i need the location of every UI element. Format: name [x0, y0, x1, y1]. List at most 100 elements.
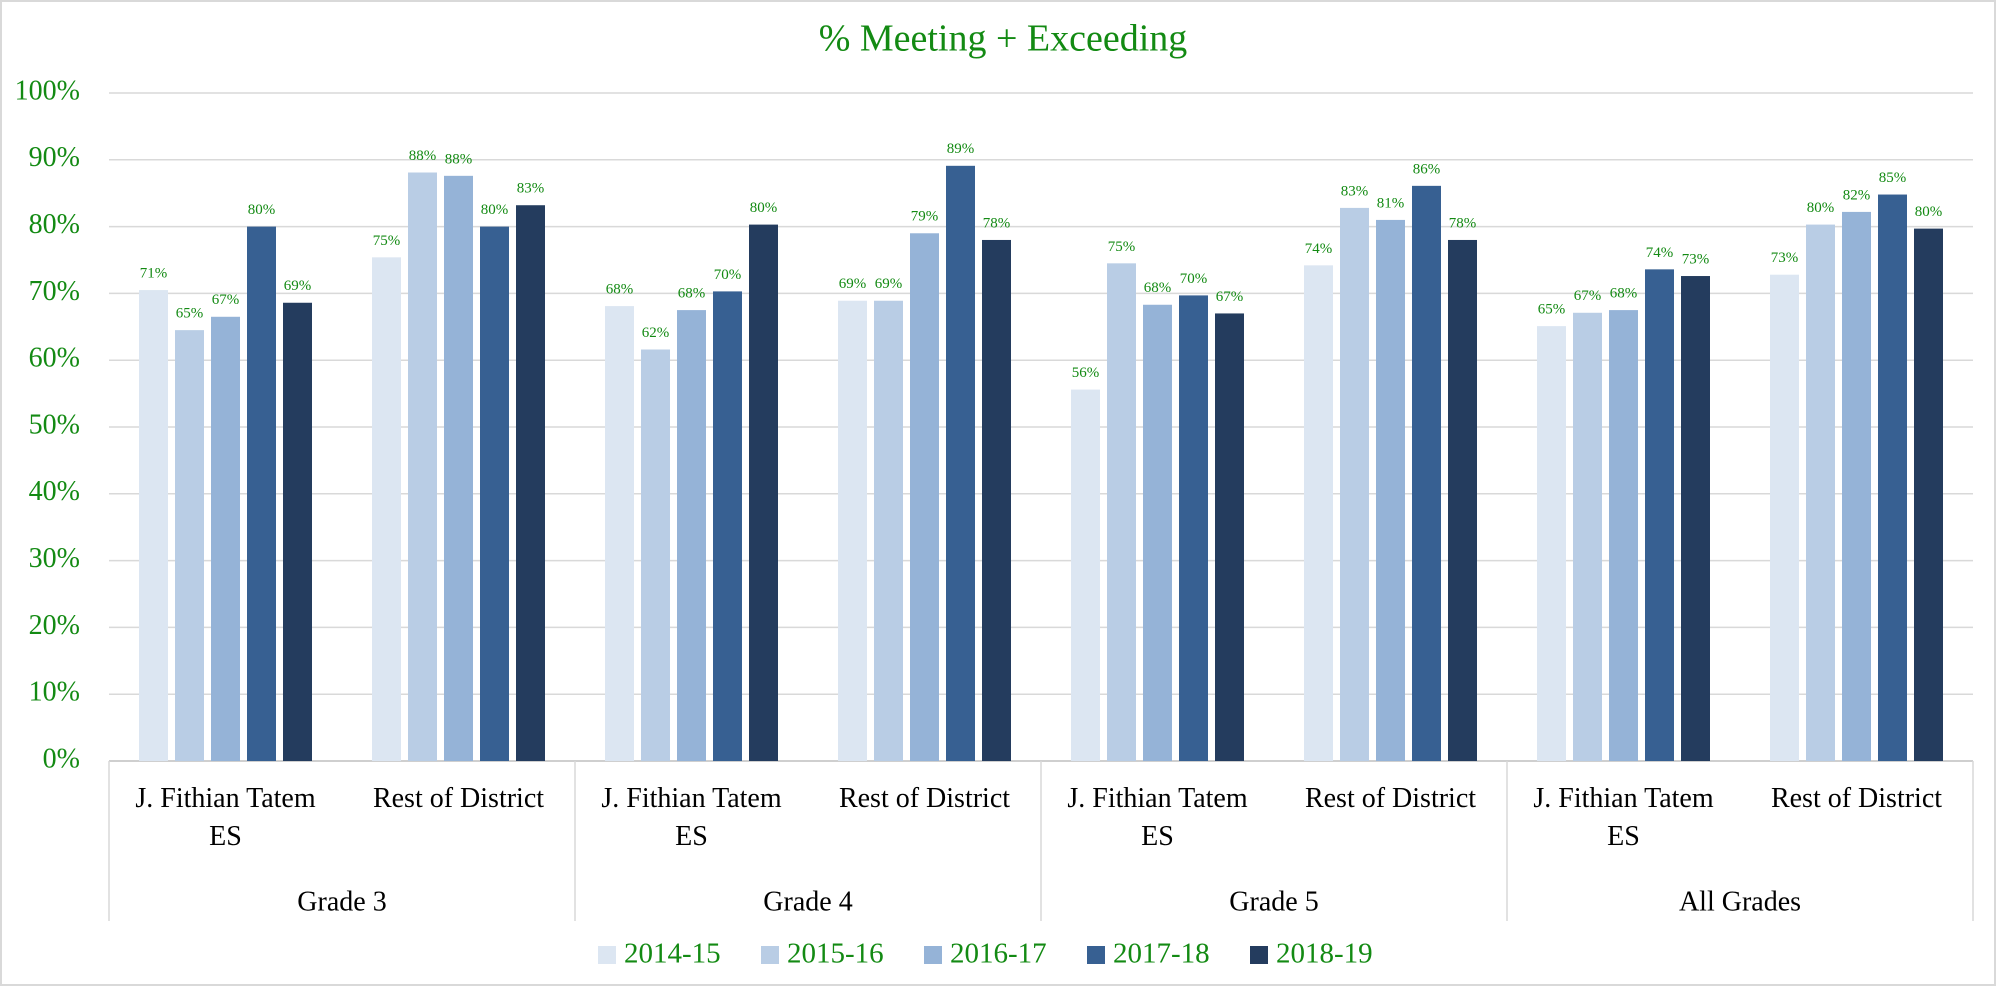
bar: [1842, 211, 1871, 762]
data-label: 80%: [1807, 200, 1835, 216]
data-label: 68%: [1610, 286, 1638, 302]
data-label: 81%: [1377, 195, 1405, 211]
y-tick-label: 50%: [29, 409, 80, 440]
legend-label: 2015-16: [787, 938, 884, 970]
bar: [838, 300, 867, 761]
data-label: 68%: [606, 282, 634, 298]
x-tick-label: J. Fithian Tatem ES: [1533, 783, 1714, 852]
data-label: 78%: [983, 215, 1011, 231]
x-tick-label: Rest of District: [1304, 783, 1477, 814]
legend-label: 2018-19: [1276, 938, 1373, 970]
data-label: 73%: [1682, 251, 1710, 267]
data-label: 82%: [1843, 187, 1871, 203]
data-label: 67%: [1574, 288, 1602, 304]
bar: [1340, 207, 1369, 761]
data-label: 85%: [1879, 170, 1907, 186]
bar: [516, 205, 545, 761]
bar: [749, 224, 778, 761]
bar: [946, 165, 975, 761]
group-label: Grade 5: [1229, 886, 1318, 917]
data-label: 83%: [1341, 183, 1369, 199]
x-tick-label: J. Fithian Tatem ES: [1067, 783, 1248, 852]
data-label: 71%: [140, 265, 168, 281]
y-tick-label: 20%: [29, 610, 80, 641]
legend-label: 2017-18: [1113, 938, 1210, 970]
bar: [372, 257, 401, 761]
data-label: 80%: [750, 200, 778, 216]
legend-swatch: [598, 946, 616, 964]
data-label: 74%: [1305, 241, 1333, 257]
x-tick-label: Rest of District: [838, 783, 1011, 814]
bar: [1412, 185, 1441, 762]
data-label: 56%: [1072, 365, 1100, 381]
group-label: All Grades: [1679, 886, 1801, 917]
legend-swatch: [1087, 946, 1105, 964]
bar: [1215, 313, 1244, 761]
y-tick-label: 0%: [43, 743, 80, 774]
data-label: 74%: [1646, 245, 1674, 261]
bar: [677, 310, 706, 761]
y-tick-label: 80%: [29, 209, 80, 240]
bar: [408, 172, 437, 761]
data-label: 69%: [839, 276, 867, 292]
bar: [1573, 312, 1602, 761]
legend-swatch: [924, 946, 942, 964]
bar: [283, 302, 312, 761]
data-label: 88%: [409, 148, 437, 164]
data-label: 69%: [875, 276, 903, 292]
data-label: 68%: [678, 286, 706, 302]
bar: [1806, 224, 1835, 761]
bar: [480, 226, 509, 762]
bar: [1537, 326, 1566, 761]
y-tick-label: 40%: [29, 476, 80, 507]
bar: [874, 300, 903, 761]
x-tick-label: J. Fithian Tatem ES: [135, 783, 316, 852]
y-tick-label: 90%: [29, 142, 80, 173]
bar: [605, 306, 634, 761]
chart-title: % Meeting + Exceeding: [819, 18, 1188, 60]
legend-label: 2016-17: [950, 938, 1047, 970]
bar: [444, 175, 473, 761]
legend-swatch: [1250, 946, 1268, 964]
bar: [1448, 239, 1477, 761]
y-tick-label: 10%: [29, 677, 80, 708]
legend-swatch: [761, 946, 779, 964]
x-tick-label: J. Fithian Tatem ES: [601, 783, 782, 852]
y-tick-label: 70%: [29, 276, 80, 307]
data-label: 89%: [947, 141, 975, 157]
data-label: 70%: [1180, 271, 1208, 287]
data-label: 65%: [176, 306, 204, 322]
y-tick-label: 100%: [15, 75, 80, 106]
y-tick-label: 30%: [29, 543, 80, 574]
x-tick-label: Rest of District: [1770, 783, 1943, 814]
group-label: Grade 3: [297, 886, 386, 917]
bar: [139, 290, 168, 761]
data-label: 80%: [248, 202, 276, 218]
data-label: 70%: [714, 267, 742, 283]
legend-label: 2014-15: [624, 938, 721, 970]
bar: [1681, 276, 1710, 761]
data-label: 80%: [1915, 204, 1943, 220]
data-label: 73%: [1771, 250, 1799, 266]
data-label: 83%: [517, 181, 545, 197]
bar: [211, 316, 240, 761]
data-label: 69%: [284, 278, 312, 294]
bar: [910, 233, 939, 761]
data-label: 65%: [1538, 302, 1566, 318]
bar: [1376, 219, 1405, 762]
data-label: 80%: [481, 202, 509, 218]
bar: [1609, 310, 1638, 761]
group-label: Grade 4: [763, 886, 852, 917]
bar: [1645, 269, 1674, 761]
data-label: 67%: [212, 292, 240, 308]
data-label: 67%: [1216, 289, 1244, 305]
bar: [1071, 389, 1100, 761]
bar: [1143, 304, 1172, 761]
data-label: 88%: [445, 151, 473, 167]
data-label: 75%: [373, 233, 401, 249]
bar: [1179, 295, 1208, 761]
data-label: 86%: [1413, 161, 1441, 177]
bar: [1107, 263, 1136, 761]
